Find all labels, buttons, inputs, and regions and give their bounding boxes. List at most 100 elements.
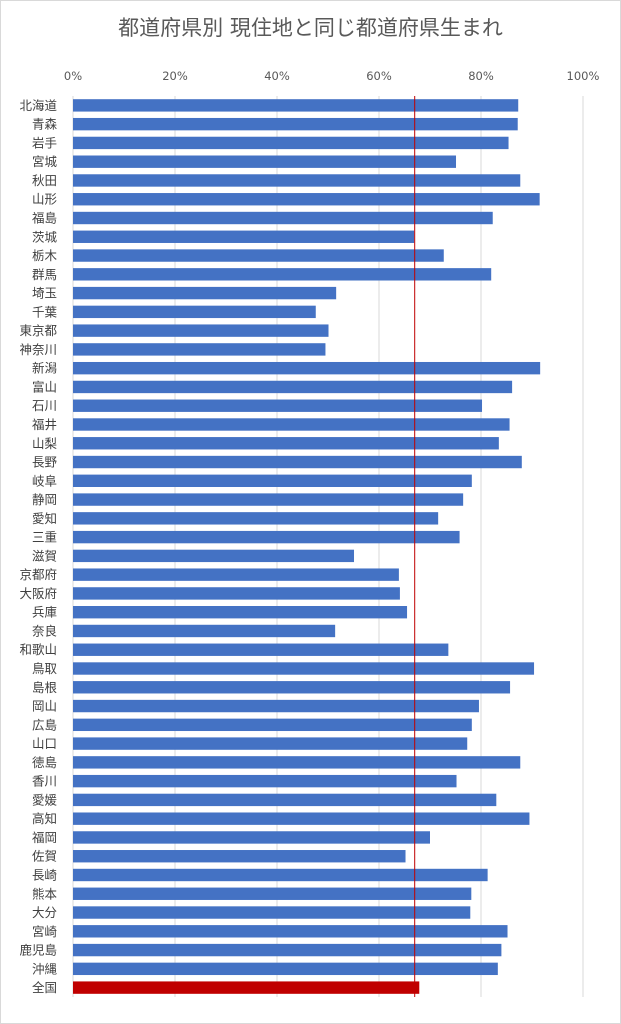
category-label: 富山 xyxy=(32,379,57,394)
bar xyxy=(73,943,502,957)
bar xyxy=(73,756,521,769)
category-label: 滋賀 xyxy=(32,548,57,563)
category-label: 島根 xyxy=(32,680,58,695)
bar xyxy=(73,286,337,300)
category-label: 佐賀 xyxy=(32,849,57,864)
bar xyxy=(73,718,472,732)
category-label: 岩手 xyxy=(32,135,57,150)
category-label: 奈良 xyxy=(32,623,57,638)
bar xyxy=(73,136,509,150)
category-label: 大分 xyxy=(32,905,57,920)
category-label: 福岡 xyxy=(32,830,57,845)
category-label: 宮崎 xyxy=(32,924,58,939)
bar xyxy=(73,868,488,882)
category-label: 徳島 xyxy=(32,755,57,770)
category-label: 熊本 xyxy=(32,886,58,901)
category-label: 沖縄 xyxy=(32,961,58,976)
x-tick-label: 100% xyxy=(567,69,600,83)
bar xyxy=(73,437,499,450)
bar xyxy=(73,193,540,206)
chart-title: 都道府県別 現住地と同じ都道府県生まれ xyxy=(118,16,503,40)
category-label: 高知 xyxy=(32,811,57,826)
category-label: 鹿児島 xyxy=(19,943,57,958)
bar xyxy=(73,906,471,919)
category-label: 愛媛 xyxy=(32,792,58,807)
category-label: 秋田 xyxy=(32,173,57,188)
bar xyxy=(73,774,457,788)
category-label: 大阪府 xyxy=(19,586,57,601)
bar xyxy=(73,662,535,675)
category-label: 山口 xyxy=(32,736,57,751)
bar xyxy=(73,155,457,168)
bar xyxy=(73,606,408,619)
category-label: 栃木 xyxy=(32,248,58,263)
bar xyxy=(73,418,510,431)
bar xyxy=(73,737,468,750)
bar xyxy=(73,211,493,225)
category-label: 石川 xyxy=(32,398,57,413)
category-label: 静岡 xyxy=(32,492,57,507)
bar xyxy=(73,812,530,825)
bar xyxy=(73,624,336,638)
category-label: 長野 xyxy=(32,455,58,470)
bar xyxy=(73,962,498,976)
bar xyxy=(73,850,406,863)
bar xyxy=(73,568,399,581)
bar xyxy=(73,117,518,131)
bar-highlight xyxy=(73,981,420,994)
bar xyxy=(73,530,460,544)
category-label: 青森 xyxy=(32,117,58,132)
bar xyxy=(73,793,497,807)
bar xyxy=(73,887,472,900)
bar xyxy=(73,474,472,487)
bar xyxy=(73,455,522,469)
category-label: 香川 xyxy=(32,774,57,789)
bar xyxy=(73,324,329,337)
bar xyxy=(73,174,521,187)
bar xyxy=(73,380,513,394)
category-label: 福井 xyxy=(32,417,57,432)
bar xyxy=(73,493,464,506)
bar xyxy=(73,831,430,844)
bar xyxy=(73,343,326,356)
category-label: 埼玉 xyxy=(32,286,57,301)
category-label: 群馬 xyxy=(32,267,57,282)
x-tick-label: 40% xyxy=(264,69,290,83)
bar xyxy=(73,305,316,319)
category-label: 茨城 xyxy=(32,229,58,244)
bar xyxy=(73,681,511,694)
x-tick-label: 80% xyxy=(468,69,494,83)
bar xyxy=(73,925,508,938)
category-label: 神奈川 xyxy=(19,342,57,357)
category-label: 新潟 xyxy=(32,361,57,376)
category-label: 兵庫 xyxy=(32,605,57,620)
bar xyxy=(73,587,400,600)
bar xyxy=(73,549,355,563)
bar xyxy=(73,399,483,412)
category-label: 三重 xyxy=(32,530,57,545)
x-tick-label: 0% xyxy=(64,69,82,83)
category-label: 長崎 xyxy=(32,867,58,882)
bar xyxy=(73,512,439,525)
x-tick-label: 20% xyxy=(162,69,188,83)
bar xyxy=(73,699,479,713)
category-label: 広島 xyxy=(32,717,57,732)
category-label: 山形 xyxy=(32,192,58,207)
category-label: 京都府 xyxy=(19,567,57,582)
category-label: 全国 xyxy=(32,980,57,995)
bar xyxy=(73,643,449,656)
bar xyxy=(73,268,492,281)
x-tick-label: 60% xyxy=(366,69,392,83)
category-label: 福島 xyxy=(32,211,57,226)
category-label: 岐阜 xyxy=(32,473,57,488)
category-label: 千葉 xyxy=(32,304,58,319)
category-label: 愛知 xyxy=(32,511,57,526)
bar xyxy=(73,249,444,262)
category-label: 岡山 xyxy=(32,699,57,714)
category-label: 北海道 xyxy=(19,98,57,113)
category-label: 鳥取 xyxy=(32,661,58,676)
bar xyxy=(73,361,541,375)
category-label: 和歌山 xyxy=(19,642,57,657)
category-label: 山梨 xyxy=(32,436,58,451)
